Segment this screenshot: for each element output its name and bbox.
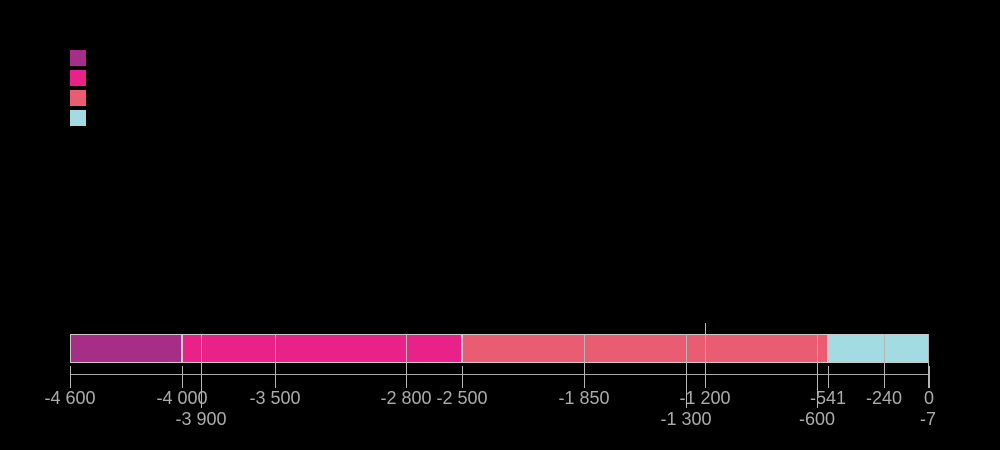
divider-tick-line xyxy=(406,334,407,388)
axis-label: -7 xyxy=(919,409,936,429)
axis-label: -1 200 xyxy=(679,388,731,408)
timeline-segment-3[interactable] xyxy=(462,334,828,363)
legend-swatch-icon[interactable] xyxy=(70,70,86,86)
axis-label: 0 xyxy=(923,388,934,408)
axis-label: -1 300 xyxy=(660,409,712,429)
axis-label: -3 500 xyxy=(249,388,301,408)
divider-tick-line xyxy=(686,334,687,408)
axis-label: -541 xyxy=(809,388,847,408)
axis-label: -240 xyxy=(865,388,903,408)
divider-tick-line xyxy=(275,334,276,388)
axis-label: -4 600 xyxy=(44,388,96,408)
tick-line xyxy=(70,366,71,388)
divider-tick-line xyxy=(201,334,202,408)
timeline-segment-4[interactable] xyxy=(827,334,929,363)
legend-swatch-icon[interactable] xyxy=(70,90,86,106)
annotation-marker-line xyxy=(705,323,706,388)
divider-tick-line xyxy=(584,334,585,388)
axis-label: -3 900 xyxy=(175,409,227,429)
divider-tick-line xyxy=(884,334,885,388)
axis-label: -600 xyxy=(798,409,836,429)
x-axis-line xyxy=(70,374,930,375)
tick-line xyxy=(462,366,463,388)
axis-label: -2 800 xyxy=(380,388,432,408)
tick-line xyxy=(182,366,183,388)
divider-tick-line xyxy=(928,334,929,388)
legend-swatch-icon[interactable] xyxy=(70,50,86,66)
tick-line xyxy=(828,366,829,388)
legend-swatch-icon[interactable] xyxy=(70,110,86,126)
timeline-segment-2[interactable] xyxy=(182,334,463,363)
axis-label: -2 500 xyxy=(436,388,488,408)
tick-line xyxy=(929,366,930,388)
divider-tick-line xyxy=(817,334,818,408)
timeline-segment-1[interactable] xyxy=(70,334,183,363)
axis-label: -1 850 xyxy=(558,388,610,408)
axis-label: -4 000 xyxy=(156,388,208,408)
